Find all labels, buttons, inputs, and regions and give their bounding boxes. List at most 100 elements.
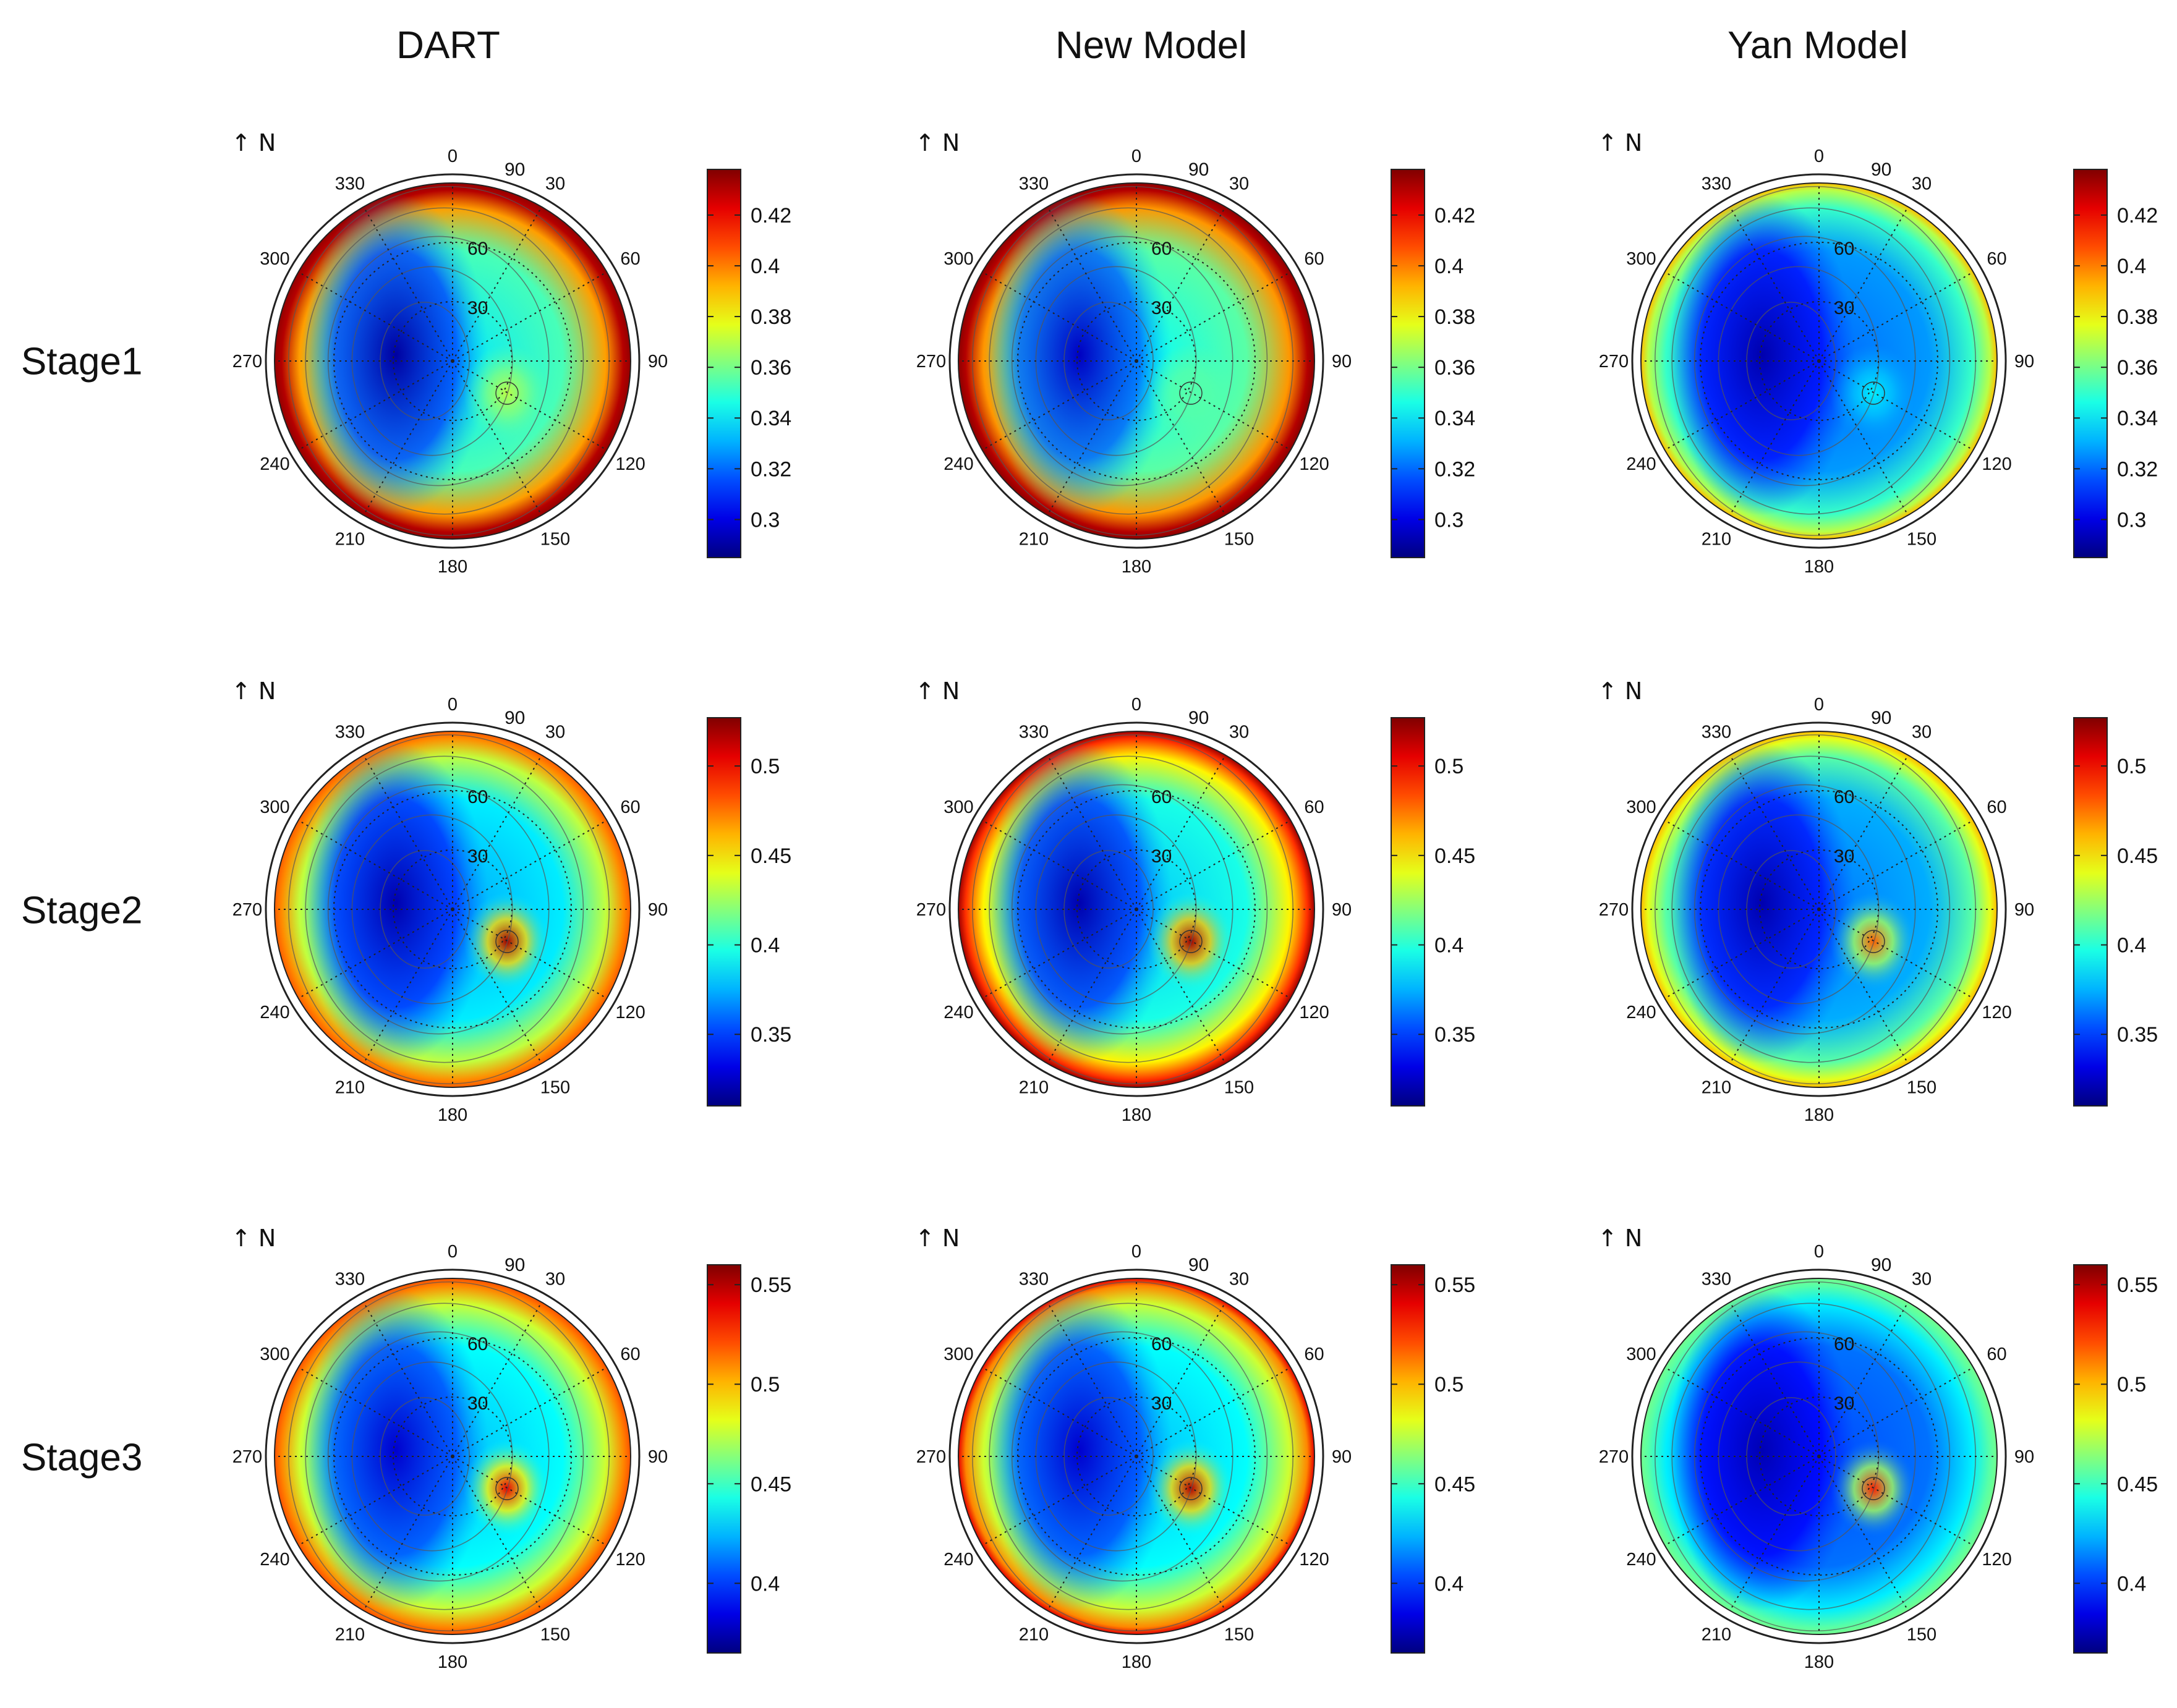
- colorbar-tick-label: 0.45: [2117, 1472, 2158, 1496]
- colorbar-tick-label: 0.45: [1434, 844, 1475, 868]
- azimuth-spoke: [1818, 909, 1909, 1064]
- colorbar-stage3: 0.4 0.4 0.4 0.45 0.45 0.45 0.5 0.5 0.5 0.55 0.55 0.…: [707, 1264, 2158, 1654]
- zenith-label: 90: [1871, 1255, 1891, 1275]
- azimuth-spoke: [1047, 909, 1137, 1064]
- colorbar-stage1: 0.3 0.3 0.3 0.32 0.32 0.32 0.34 0.34 0.34 0.36 0.3…: [707, 169, 2158, 558]
- colorbar-tick-label: 0.36: [2117, 356, 2158, 380]
- azimuth-spoke: [1818, 360, 1974, 451]
- azimuth-label: 150: [540, 530, 570, 550]
- azimuth-spoke: [452, 1367, 607, 1457]
- colorbar-bar: [707, 169, 741, 558]
- hotspot: [464, 892, 550, 991]
- zenith-label: 90: [1871, 708, 1891, 728]
- azimuth-spoke: [1664, 820, 1820, 910]
- column-title-dart: DART: [396, 24, 500, 67]
- azimuth-spoke: [452, 206, 542, 362]
- colorbar-tick-label: 0.4: [2117, 255, 2146, 278]
- azimuth-spoke: [982, 1367, 1137, 1457]
- azimuth-label: 0: [448, 1242, 458, 1262]
- azimuth-spoke: [452, 820, 607, 910]
- colorbar-tick-label: 0.35: [1434, 1023, 1475, 1047]
- inner-ring: [274, 1278, 631, 1635]
- zenith-ring: [393, 301, 513, 421]
- colorbar-tick-label: 0.42: [751, 204, 791, 227]
- azimuth-spoke: [982, 360, 1137, 451]
- zenith-ring: [1076, 301, 1196, 421]
- azimuth-spoke: [1047, 360, 1137, 516]
- outer-ring: [265, 1268, 641, 1644]
- azimuth-label: 120: [615, 454, 645, 474]
- colorbar-tick-label: 0.5: [751, 1373, 780, 1396]
- zenith-label: 60: [1834, 787, 1854, 807]
- azimuth-label: 30: [545, 1269, 565, 1289]
- row-title-stage1: Stage1: [21, 340, 143, 383]
- azimuth-spoke: [1136, 820, 1291, 910]
- colorbar-tick-label: 0.4: [1434, 1572, 1463, 1595]
- colorbar-stage2: 0.35 0.35 0.35 0.4 0.4 0.4 0.45 0.45 0.45 0.5 0.5 0…: [707, 717, 2158, 1107]
- azimuth-spoke: [363, 1456, 453, 1611]
- inner-ring: [958, 731, 1315, 1088]
- azimuth-spoke: [1047, 206, 1137, 362]
- azimuth-label: 270: [1599, 1447, 1629, 1467]
- hotspot: [464, 1439, 550, 1538]
- azimuth-label: 30: [1229, 174, 1249, 193]
- polar-panel-stage2-yan-model: 30 60 90 0 30 60 90 120 150 180 210 240 270 300 330 ↑ N: [1598, 678, 2034, 1125]
- north-label: ↑ N: [1598, 1225, 1642, 1252]
- colorbar-bar: [1391, 717, 1425, 1107]
- azimuth-spoke: [1047, 1456, 1137, 1611]
- azimuth-label: 60: [1987, 249, 2006, 269]
- azimuth-spoke: [363, 755, 453, 910]
- azimuth-label: 180: [1804, 557, 1834, 577]
- azimuth-spoke: [1818, 755, 1909, 910]
- azimuth-label: 180: [438, 1652, 467, 1672]
- azimuth-label: 150: [1224, 530, 1254, 550]
- azimuth-spoke: [1818, 1456, 1909, 1611]
- azimuth-spoke: [1136, 1302, 1226, 1457]
- azimuth-label: 330: [1702, 722, 1731, 742]
- azimuth-label: 270: [1599, 352, 1629, 372]
- azimuth-label: 60: [620, 797, 640, 817]
- azimuth-spoke: [452, 1456, 607, 1546]
- hotspot-contour: [1179, 381, 1203, 405]
- colorbar-tick-label: 0.42: [2117, 204, 2158, 227]
- azimuth-label: 30: [1912, 722, 1932, 742]
- zenith-label: 30: [467, 846, 488, 867]
- azimuth-label: 0: [1131, 147, 1141, 166]
- azimuth-label: 240: [944, 1003, 973, 1022]
- azimuth-spoke: [1136, 360, 1291, 451]
- azimuth-label: 30: [545, 722, 565, 742]
- azimuth-spoke: [1818, 1367, 1974, 1457]
- azimuth-label: 210: [1019, 1078, 1049, 1098]
- zenith-label: 30: [1151, 846, 1172, 867]
- column-title-yan-model: Yan Model: [1728, 24, 1908, 67]
- azimuth-label: 300: [1626, 249, 1656, 269]
- azimuth-label: 210: [1702, 1625, 1731, 1645]
- zenith-ring: [1076, 1396, 1196, 1516]
- zenith-ring: [1759, 1396, 1879, 1516]
- colorbar-tick-label: 0.5: [1434, 1373, 1463, 1396]
- outer-ring: [948, 1268, 1324, 1644]
- azimuth-label: 300: [944, 797, 973, 817]
- azimuth-spoke: [1136, 755, 1226, 910]
- azimuth-label: 300: [944, 249, 973, 269]
- azimuth-spoke: [298, 271, 453, 362]
- azimuth-label: 330: [335, 722, 365, 742]
- azimuth-spoke: [982, 1456, 1137, 1546]
- azimuth-label: 120: [615, 1550, 645, 1570]
- azimuth-spoke: [1136, 1456, 1226, 1611]
- colorbar-tick-label: 0.42: [1434, 204, 1475, 227]
- azimuth-label: 0: [448, 695, 458, 715]
- zenith-label: 90: [1871, 159, 1891, 180]
- azimuth-spoke: [1729, 755, 1820, 910]
- north-label: ↑ N: [231, 129, 276, 156]
- north-label: ↑ N: [915, 1225, 960, 1252]
- azimuth-label: 270: [916, 900, 946, 920]
- azimuth-label: 330: [1019, 1269, 1049, 1289]
- azimuth-spoke: [1818, 1456, 1974, 1546]
- colorbar-tick-label: 0.4: [2117, 934, 2146, 958]
- azimuth-label: 0: [1131, 1242, 1141, 1262]
- colorbar-tick-label: 0.45: [751, 844, 791, 868]
- azimuth-label: 210: [335, 1625, 365, 1645]
- azimuth-spoke: [452, 755, 542, 910]
